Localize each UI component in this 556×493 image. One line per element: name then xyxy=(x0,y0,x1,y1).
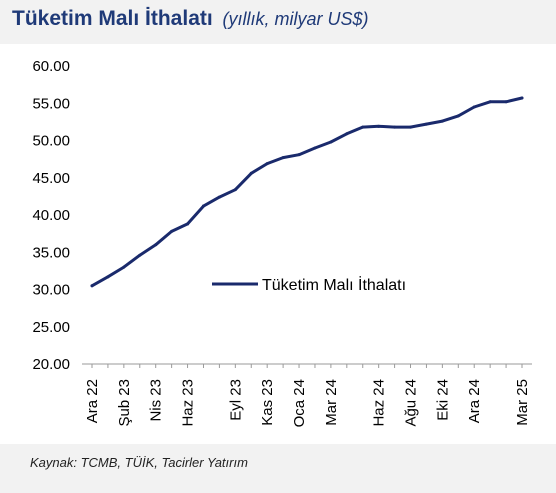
series-line xyxy=(90,96,524,288)
y-tick-label: 20.00 xyxy=(32,356,70,373)
data-point xyxy=(281,156,285,160)
data-point xyxy=(186,222,190,226)
x-tick-label: Ara 24 xyxy=(466,379,483,423)
x-axis: Ara 22 Şub 23 Nis 23 Haz 23 Eyl 23 Kas 23 Oca … xyxy=(82,363,532,427)
data-point xyxy=(138,253,142,257)
plot-background xyxy=(0,44,556,444)
data-point xyxy=(488,100,492,104)
x-tick-label: Eki 24 xyxy=(434,379,451,421)
data-point xyxy=(233,188,237,192)
data-point xyxy=(456,114,460,118)
data-point xyxy=(409,125,413,129)
chart-title: Tüketim Malı İthalatı (yıllık, milyar US… xyxy=(12,7,369,31)
x-tick-label: Ara 22 xyxy=(84,379,101,423)
data-point xyxy=(424,122,428,126)
data-point xyxy=(297,153,301,157)
data-point xyxy=(154,243,158,247)
x-tick-label: Oca 24 xyxy=(291,379,308,427)
source-note: Kaynak: TCMB, TÜİK, Tacirler Yatırım xyxy=(30,455,248,470)
y-tick-label: 45.00 xyxy=(32,170,70,187)
data-point xyxy=(106,275,110,279)
data-point xyxy=(249,171,253,175)
x-tick-label: Kas 23 xyxy=(259,379,276,426)
data-point xyxy=(329,140,333,144)
data-point xyxy=(170,229,174,233)
legend-label: Tüketim Malı İthalatı xyxy=(262,275,406,294)
x-tick-label: Nis 23 xyxy=(148,379,165,422)
x-tick-label: Haz 23 xyxy=(180,379,197,427)
data-point xyxy=(440,119,444,123)
x-tick-label: Eyl 23 xyxy=(227,379,244,421)
data-point xyxy=(472,105,476,109)
data-point xyxy=(345,132,349,136)
x-tick-label: Haz 24 xyxy=(371,379,388,427)
y-tick-label: 60.00 xyxy=(32,58,70,75)
y-tick-label: 50.00 xyxy=(32,133,70,150)
data-point xyxy=(393,125,397,129)
chart-title-main: Tüketim Malı İthalatı xyxy=(12,7,213,30)
data-point xyxy=(377,124,381,128)
series-layer xyxy=(90,96,524,288)
x-tick-label: Mar 24 xyxy=(323,379,340,426)
data-point xyxy=(313,146,317,150)
data-point xyxy=(90,284,94,288)
data-point xyxy=(504,100,508,104)
data-point xyxy=(520,96,524,100)
y-tick-label: 25.00 xyxy=(32,319,70,336)
x-tick-label: Şub 23 xyxy=(116,379,133,427)
legend: Tüketim Malı İthalatı xyxy=(212,275,406,294)
y-tick-label: 55.00 xyxy=(32,95,70,112)
x-tick-label: Ağu 24 xyxy=(403,379,420,427)
data-point xyxy=(361,125,365,129)
data-point xyxy=(201,204,205,208)
data-point xyxy=(122,265,126,269)
data-point xyxy=(265,162,269,166)
y-axis: 20.00 25.00 30.00 35.00 40.00 45.00 50.00 55.00… xyxy=(32,58,70,373)
y-tick-label: 30.00 xyxy=(32,282,70,299)
x-tick-label: Mar 25 xyxy=(514,379,531,426)
y-tick-label: 35.00 xyxy=(32,244,70,261)
y-tick-label: 40.00 xyxy=(32,207,70,224)
chart-title-unit: (yıllık, milyar US$) xyxy=(222,9,369,29)
data-point xyxy=(217,195,221,199)
